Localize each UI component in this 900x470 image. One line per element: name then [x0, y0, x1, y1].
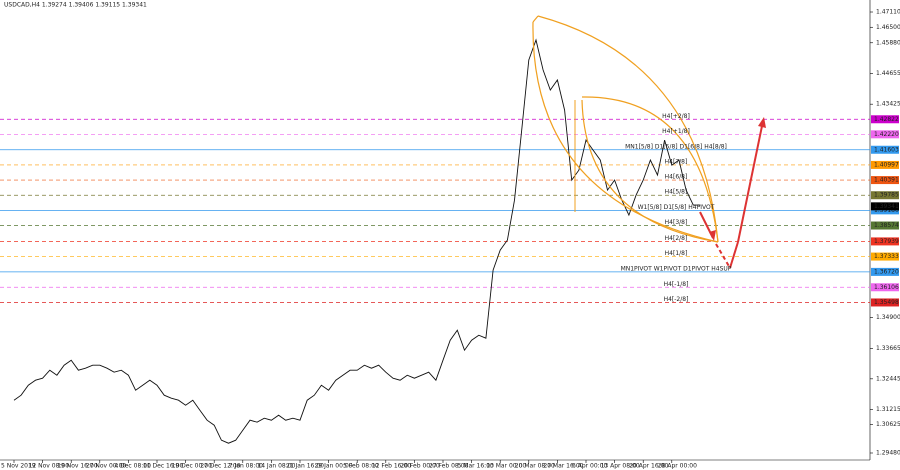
- level-tag-label: 1.42822: [874, 116, 899, 123]
- y-tick-label: 1.31215: [876, 406, 900, 413]
- level-tag: [871, 283, 899, 292]
- level-label: H4[1/8]: [665, 250, 688, 257]
- price-line: [13, 38, 701, 444]
- level-tag: [871, 145, 899, 154]
- level-label: MN1[5/8] D1[5/8] D1[6/8] H4[8/8]: [625, 143, 727, 150]
- level-tag: [871, 130, 899, 139]
- level-tag: [871, 267, 899, 276]
- level-label: H4[6/8]: [665, 174, 688, 181]
- y-tick-label: 1.43425: [876, 101, 900, 108]
- level-tag-label: 1.37939: [874, 238, 899, 245]
- price-tag: [871, 202, 899, 211]
- level-tag: [871, 115, 899, 124]
- arrow-head: [709, 230, 716, 241]
- arc: [581, 99, 719, 243]
- y-tick-label: 1.44655: [876, 70, 900, 77]
- arc: [581, 96, 719, 243]
- chart-title: USDCAD,H4 1.39274 1.39406 1.39115 1.3934…: [4, 2, 147, 9]
- level-tag: [871, 160, 899, 169]
- y-tick-label: 1.47110: [876, 9, 900, 16]
- arc: [532, 21, 719, 243]
- x-tick-label: 13 Mar 00:00: [486, 463, 526, 470]
- x-tick-label: 6 Apr 00:00: [572, 463, 607, 470]
- level-tag-label: 1.36720: [874, 268, 899, 275]
- x-tick-label: 19 Dec 00:00: [172, 463, 213, 470]
- x-tick-label: 5 Nov 2019: [1, 463, 36, 470]
- y-tick-label: 1.32445: [876, 375, 900, 382]
- x-tick-label: 5 Feb 08:00: [343, 463, 379, 470]
- x-tick-label: 12 Feb 16:00: [372, 463, 412, 470]
- level-tag-label: 1.40391: [874, 177, 899, 184]
- x-tick-label: 7 Jan 08:00: [229, 463, 263, 470]
- x-tick-label: 13 Apr 08:00: [601, 463, 640, 470]
- x-tick-label: 21 Jan 16:00: [286, 463, 324, 470]
- level-label: H4[2/8]: [665, 235, 688, 242]
- level-tag-label: 1.36106: [874, 284, 899, 291]
- level-label: W1[5/8] D1[5/8] H4PIVOT: [638, 204, 715, 211]
- level-tag: [871, 221, 899, 230]
- arc: [537, 15, 719, 243]
- y-tick-label: 1.46500: [876, 24, 900, 31]
- level-tag-label: 1.39785: [874, 192, 899, 199]
- level-label: H4[3/8]: [665, 219, 688, 226]
- level-tag: [871, 206, 899, 215]
- level-label: H4[+2/8]: [662, 113, 690, 120]
- level-tag-label: 1.40997: [874, 161, 899, 168]
- y-tick-label: 1.33665: [876, 345, 900, 352]
- level-tag: [871, 298, 899, 307]
- level-tag-label: 1.41603: [874, 146, 899, 153]
- x-tick-label: 20 Feb 00:00: [400, 463, 440, 470]
- level-tag-label: 1.37333: [874, 253, 899, 260]
- arrow: [737, 125, 763, 243]
- y-tick-label: 1.30625: [876, 421, 900, 428]
- x-tick-label: 14 Jan 08:00: [257, 463, 295, 470]
- level-tag: [871, 176, 899, 185]
- level-tag-label: 1.35498: [874, 299, 899, 306]
- x-tick-label: 27 Nov 00:00: [86, 463, 127, 470]
- arrow: [729, 241, 739, 269]
- arrow-head: [758, 117, 766, 128]
- level-label: H4[-2/8]: [664, 296, 689, 303]
- x-tick-label: 27 Feb 08:00: [429, 463, 469, 470]
- price-tag-label: 1.39341: [874, 203, 899, 210]
- arrow: [715, 243, 731, 269]
- x-tick-label: 29 Jan 00:00: [315, 463, 353, 470]
- x-tick-label: 28 Apr 00:00: [658, 463, 697, 470]
- level-label: H4[5/8]: [665, 189, 688, 196]
- x-tick-label: 12 Nov 08:00: [29, 463, 70, 470]
- level-tag-label: 1.39180: [874, 207, 899, 214]
- level-tag: [871, 237, 899, 246]
- x-tick-label: 19 Nov 16:00: [57, 463, 98, 470]
- level-tag-label: 1.42220: [874, 131, 899, 138]
- arc: [532, 15, 539, 23]
- level-label: H4[+1/8]: [662, 128, 690, 135]
- y-tick-label: 1.45880: [876, 39, 900, 46]
- level-label: H4[7/8]: [665, 158, 688, 165]
- x-tick-label: 4 Dec 08:00: [114, 463, 151, 470]
- x-tick-label: 20 Apr 16:00: [629, 463, 668, 470]
- x-tick-label: 20 Mar 08:00: [515, 463, 555, 470]
- y-tick-label: 1.34900: [876, 314, 900, 321]
- level-tag-label: 1.38574: [874, 222, 899, 229]
- x-tick-label: 5 Mar 16:00: [458, 463, 494, 470]
- x-tick-label: 27 Mar 16:00: [543, 463, 583, 470]
- level-tag: [871, 191, 899, 200]
- x-tick-label: 11 Dec 16:00: [143, 463, 184, 470]
- y-tick-label: 1.29480: [876, 449, 900, 456]
- drawings: [532, 15, 766, 269]
- x-tick-label: 27 Dec 12:00: [200, 463, 241, 470]
- level-label: MN1PIVOT W1PIVOT D1PIVOT H4SUP: [621, 265, 732, 272]
- level-tag: [871, 252, 899, 261]
- level-label: H4[-1/8]: [664, 281, 689, 288]
